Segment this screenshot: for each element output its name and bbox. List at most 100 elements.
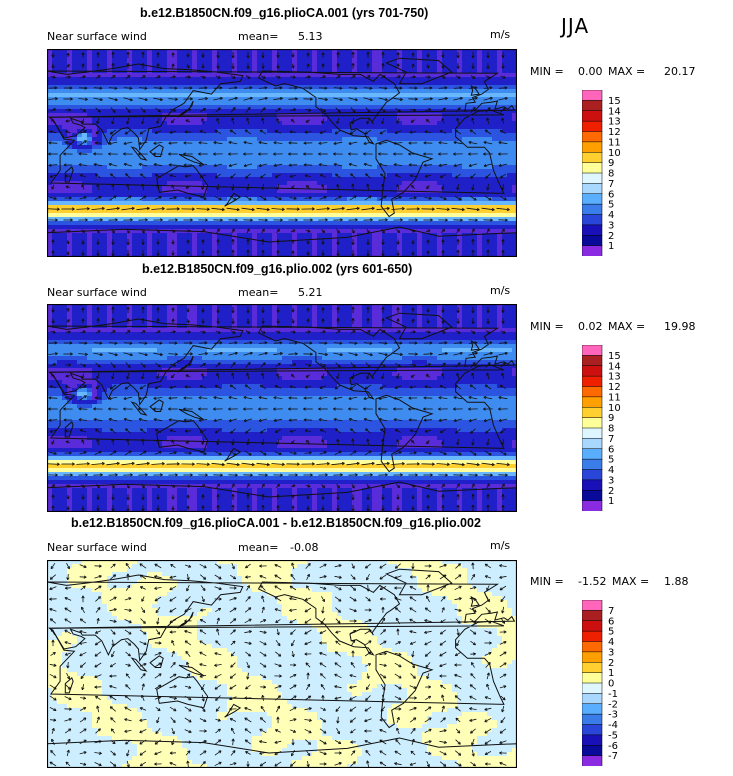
field-cell bbox=[292, 145, 298, 150]
field-cell bbox=[207, 73, 213, 78]
field-cell bbox=[302, 249, 308, 254]
field-cell bbox=[342, 225, 348, 230]
field-cell bbox=[427, 105, 433, 110]
field-cell bbox=[332, 157, 338, 162]
field-cell bbox=[207, 61, 213, 66]
field-cell bbox=[462, 133, 468, 138]
field-cell bbox=[262, 213, 268, 218]
field-cell bbox=[297, 81, 303, 86]
field-cell bbox=[452, 89, 458, 94]
field-cell bbox=[322, 177, 328, 182]
field-cell bbox=[372, 209, 378, 214]
field-cell bbox=[437, 217, 443, 222]
field-cell bbox=[197, 89, 203, 94]
field-cell bbox=[297, 105, 303, 110]
field-cell bbox=[77, 221, 83, 226]
field-cell bbox=[202, 217, 208, 222]
field-cell bbox=[227, 217, 233, 222]
field-cell bbox=[357, 117, 363, 122]
field-cell bbox=[327, 181, 333, 186]
field-cell bbox=[277, 149, 283, 154]
field-cell bbox=[322, 193, 328, 198]
field-cell bbox=[357, 97, 363, 102]
field-cell bbox=[447, 161, 453, 166]
field-cell bbox=[402, 133, 408, 138]
field-cell bbox=[502, 157, 508, 162]
field-cell bbox=[452, 97, 458, 102]
field-cell bbox=[172, 53, 178, 58]
field-cell bbox=[257, 193, 263, 198]
field-cell bbox=[502, 117, 508, 122]
field-cell bbox=[247, 101, 253, 106]
field-cell bbox=[122, 57, 128, 62]
field-cell bbox=[322, 205, 328, 210]
field-cell bbox=[307, 89, 313, 94]
field-cell bbox=[277, 57, 283, 62]
field-cell bbox=[122, 149, 128, 154]
field-cell bbox=[452, 237, 458, 242]
field-cell bbox=[482, 49, 488, 54]
field-cell bbox=[322, 125, 328, 130]
field-cell bbox=[472, 85, 478, 90]
field-cell bbox=[157, 253, 163, 257]
field-cell bbox=[162, 97, 168, 102]
field-cell bbox=[367, 161, 373, 166]
field-cell bbox=[282, 209, 288, 214]
field-cell bbox=[107, 237, 113, 242]
field-cell bbox=[427, 73, 433, 78]
field-cell bbox=[467, 241, 473, 246]
field-cell bbox=[402, 109, 408, 114]
field-cell bbox=[222, 161, 228, 166]
field-cell bbox=[277, 133, 283, 138]
field-cell bbox=[152, 217, 158, 222]
field-cell bbox=[337, 245, 343, 250]
field-cell bbox=[122, 237, 128, 242]
field-cell bbox=[417, 237, 423, 242]
field-cell bbox=[122, 253, 128, 257]
field-cell bbox=[152, 157, 158, 162]
field-cell bbox=[337, 153, 343, 158]
field-cell bbox=[137, 125, 143, 130]
field-cell bbox=[462, 177, 468, 182]
field-cell bbox=[417, 61, 423, 66]
field-cell bbox=[82, 245, 88, 250]
field-cell bbox=[312, 201, 318, 206]
field-cell bbox=[57, 249, 63, 254]
field-cell bbox=[47, 253, 53, 257]
field-cell bbox=[192, 101, 198, 106]
field-cell bbox=[422, 49, 428, 54]
field-cell bbox=[462, 61, 468, 66]
field-cell bbox=[272, 125, 278, 130]
field-cell bbox=[137, 165, 143, 170]
field-cell bbox=[117, 197, 123, 202]
field-cell bbox=[412, 53, 418, 58]
field-cell bbox=[142, 133, 148, 138]
field-cell bbox=[327, 233, 333, 238]
field-cell bbox=[482, 85, 488, 90]
field-cell bbox=[147, 245, 153, 250]
field-cell bbox=[277, 229, 283, 234]
field-cell bbox=[377, 49, 383, 54]
field-cell bbox=[147, 129, 153, 134]
field-cell bbox=[167, 137, 173, 142]
field-cell bbox=[442, 53, 448, 58]
field-cell bbox=[232, 57, 238, 62]
field-cell bbox=[332, 85, 338, 90]
field-cell bbox=[347, 221, 353, 226]
field-cell bbox=[322, 165, 328, 170]
field-cell bbox=[212, 197, 218, 202]
field-cell bbox=[282, 89, 288, 94]
field-cell bbox=[502, 85, 508, 90]
field-cell bbox=[397, 193, 403, 198]
field-cell bbox=[422, 197, 428, 202]
field-cell bbox=[167, 177, 173, 182]
field-cell bbox=[67, 165, 73, 170]
field-cell bbox=[317, 177, 323, 182]
field-cell bbox=[497, 97, 503, 102]
field-cell bbox=[287, 165, 293, 170]
field-cell bbox=[167, 121, 173, 126]
field-cell bbox=[102, 197, 108, 202]
field-cell bbox=[187, 241, 193, 246]
field-cell bbox=[467, 169, 473, 174]
field-cell bbox=[52, 73, 58, 78]
